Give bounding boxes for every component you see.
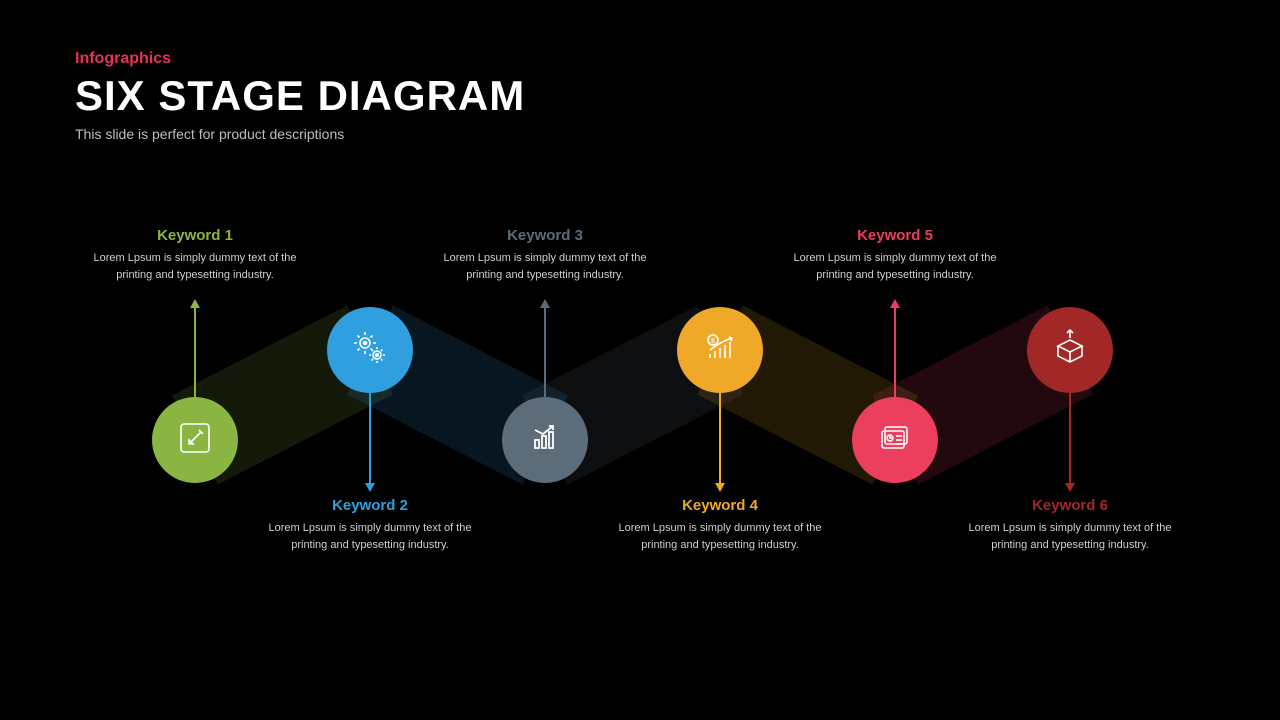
diagram-canvas: Keyword 1 Lorem Lpsum is simply dummy tex… — [0, 180, 1280, 660]
connector-line — [369, 393, 371, 483]
arrow-up-icon — [890, 299, 900, 308]
stage-node-5 — [852, 397, 938, 483]
stage-label-5: Keyword 5 Lorem Lpsum is simply dummy tex… — [790, 227, 1000, 284]
connector-line — [894, 307, 896, 397]
stage-keyword: Keyword 1 — [90, 227, 300, 244]
slide-header: Infographics SIX STAGE DIAGRAM This slid… — [75, 50, 525, 142]
stage-label-2: Keyword 2 Lorem Lpsum is simply dummy tex… — [265, 497, 475, 554]
slide-title: SIX STAGE DIAGRAM — [75, 72, 525, 120]
pencil-icon — [175, 418, 215, 463]
stage-description: Lorem Lpsum is simply dummy text of the … — [615, 520, 825, 554]
arrow-down-icon — [1065, 483, 1075, 492]
connector-line — [544, 307, 546, 397]
stage-node-3 — [502, 397, 588, 483]
stage-label-6: Keyword 6 Lorem Lpsum is simply dummy tex… — [965, 497, 1175, 554]
stage-description: Lorem Lpsum is simply dummy text of the … — [965, 520, 1175, 554]
svg-text:$: $ — [711, 338, 715, 345]
presentation-icon — [875, 418, 915, 463]
connector-line — [719, 393, 721, 483]
connector-line — [194, 307, 196, 397]
eyebrow-label: Infographics — [75, 50, 525, 68]
stage-label-4: Keyword 4 Lorem Lpsum is simply dummy tex… — [615, 497, 825, 554]
stats-icon: $ — [700, 328, 740, 373]
stage-node-4: $ — [677, 307, 763, 393]
bar-chart-icon — [525, 418, 565, 463]
arrow-down-icon — [715, 483, 725, 492]
box-icon — [1050, 328, 1090, 373]
stage-keyword: Keyword 3 — [440, 227, 650, 244]
arrow-up-icon — [540, 299, 550, 308]
stage-description: Lorem Lpsum is simply dummy text of the … — [265, 520, 475, 554]
stage-keyword: Keyword 2 — [265, 497, 475, 514]
connector-line — [1069, 393, 1071, 483]
arrow-up-icon — [190, 299, 200, 308]
arrow-down-icon — [365, 483, 375, 492]
stage-node-2 — [327, 307, 413, 393]
stage-node-6 — [1027, 307, 1113, 393]
stage-label-1: Keyword 1 Lorem Lpsum is simply dummy tex… — [90, 227, 300, 284]
stage-description: Lorem Lpsum is simply dummy text of the … — [790, 250, 1000, 284]
stage-keyword: Keyword 4 — [615, 497, 825, 514]
stage-node-1 — [152, 397, 238, 483]
stage-description: Lorem Lpsum is simply dummy text of the … — [90, 250, 300, 284]
stage-keyword: Keyword 5 — [790, 227, 1000, 244]
stage-description: Lorem Lpsum is simply dummy text of the … — [440, 250, 650, 284]
slide-subtitle: This slide is perfect for product descri… — [75, 126, 525, 142]
gears-icon — [350, 328, 390, 373]
stage-keyword: Keyword 6 — [965, 497, 1175, 514]
stage-label-3: Keyword 3 Lorem Lpsum is simply dummy tex… — [440, 227, 650, 284]
